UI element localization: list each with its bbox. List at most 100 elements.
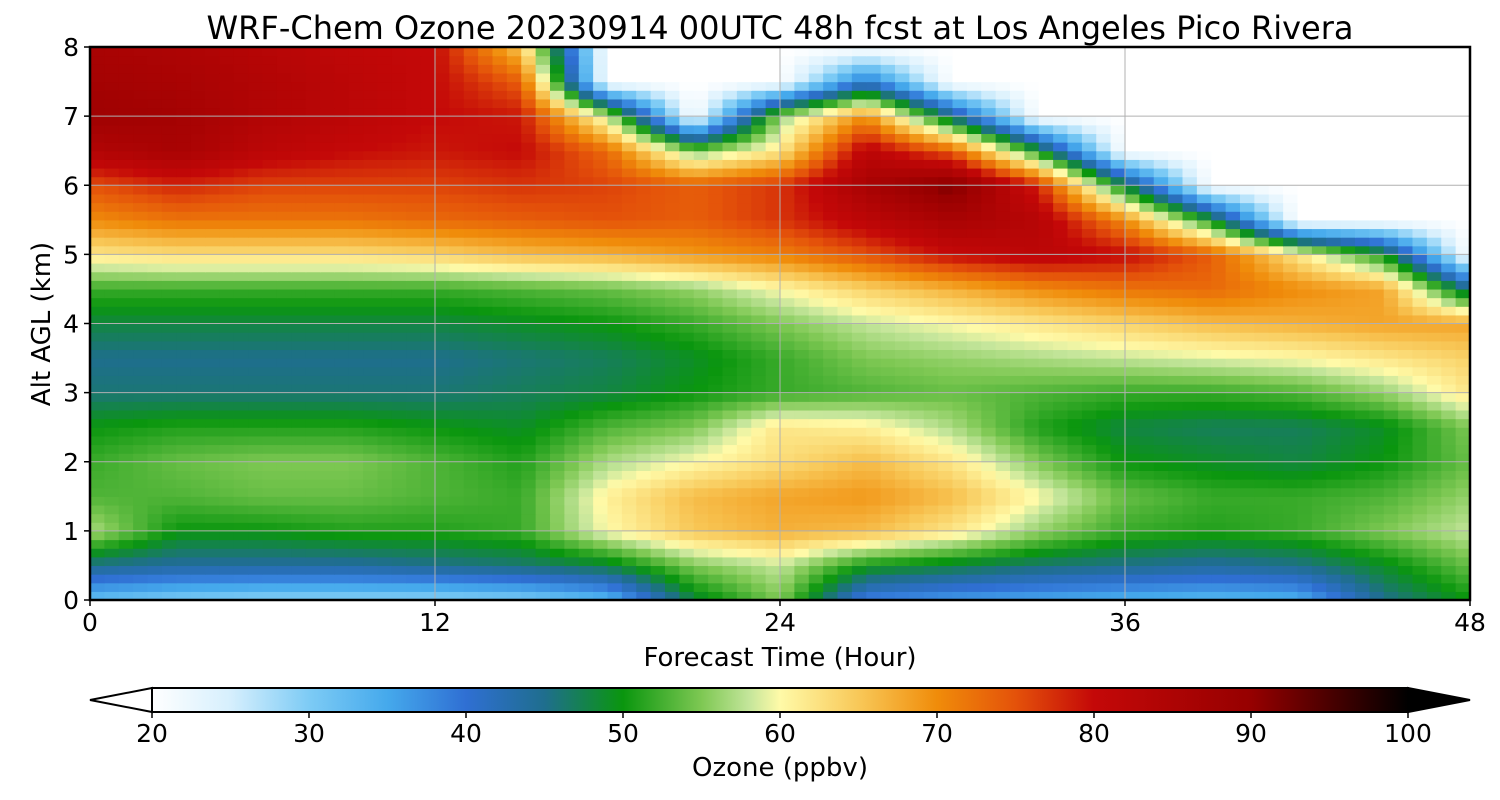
- heatmap-cell: [966, 349, 982, 359]
- heatmap-cell: [435, 167, 450, 178]
- heatmap-cell: [650, 245, 666, 255]
- heatmap-cell: [1153, 366, 1169, 376]
- heatmap-cell: [650, 263, 666, 273]
- heatmap-cell: [578, 323, 594, 333]
- heatmap-cell: [765, 435, 781, 446]
- heatmap-cell: [1240, 254, 1255, 264]
- heatmap-cell: [708, 263, 724, 273]
- heatmap-cell: [1110, 366, 1126, 376]
- heatmap-cell: [305, 582, 321, 592]
- heatmap-cell: [938, 193, 954, 204]
- heatmap-cell: [1110, 444, 1126, 454]
- heatmap-cell: [377, 211, 393, 221]
- heatmap-cell: [1096, 288, 1112, 299]
- heatmap-cell: [1053, 401, 1069, 411]
- heatmap-cell: [1283, 349, 1299, 359]
- heatmap-cell: [995, 306, 1011, 316]
- heatmap-cell: [1038, 159, 1054, 169]
- heatmap-cell: [1240, 539, 1255, 549]
- heatmap-cell: [377, 556, 393, 567]
- heatmap-cell: [607, 383, 623, 394]
- heatmap-cell: [966, 522, 982, 532]
- heatmap-cell: [1441, 288, 1457, 299]
- heatmap-cell: [1297, 401, 1313, 411]
- heatmap-cell: [90, 271, 105, 281]
- heatmap-cell: [1340, 176, 1356, 186]
- heatmap-cell: [1024, 228, 1040, 238]
- heatmap-cell: [823, 167, 839, 178]
- heatmap-cell: [276, 409, 292, 420]
- heatmap-cell: [406, 332, 422, 342]
- heatmap-cell: [1168, 582, 1184, 592]
- heatmap-cell: [1254, 366, 1270, 376]
- heatmap-cell: [578, 332, 594, 342]
- heatmap-cell: [1441, 323, 1457, 333]
- heatmap-cell: [722, 332, 738, 342]
- heatmap-cell: [1110, 401, 1126, 411]
- heatmap-cell: [981, 288, 997, 299]
- heatmap-cell: [262, 176, 278, 186]
- heatmap-cell: [406, 150, 422, 160]
- heatmap-cell: [1369, 461, 1385, 471]
- heatmap-cell: [1038, 565, 1054, 575]
- heatmap-cell: [176, 193, 192, 204]
- heatmap-cell: [377, 574, 393, 584]
- heatmap-cell: [1125, 530, 1140, 541]
- heatmap-cell: [334, 297, 350, 307]
- heatmap-cell: [133, 280, 149, 290]
- heatmap-cell: [1383, 582, 1399, 592]
- heatmap-cell: [133, 193, 149, 204]
- heatmap-cell: [621, 185, 637, 195]
- heatmap-cell: [1125, 496, 1140, 506]
- heatmap-cell: [1268, 263, 1284, 273]
- heatmap-cell: [1010, 150, 1025, 160]
- heatmap-cell: [952, 479, 968, 489]
- heatmap-cell: [650, 185, 666, 195]
- heatmap-cell: [837, 237, 853, 247]
- heatmap-cell: [320, 383, 335, 394]
- heatmap-cell: [938, 487, 954, 497]
- heatmap-cell: [1441, 453, 1457, 463]
- heatmap-cell: [1096, 349, 1112, 359]
- heatmap-cell: [722, 461, 738, 471]
- heatmap-cell: [463, 358, 479, 368]
- heatmap-cell: [1153, 167, 1169, 178]
- heatmap-cell: [1010, 271, 1025, 281]
- heatmap-cell: [1240, 314, 1255, 325]
- heatmap-cell: [262, 263, 278, 273]
- heatmap-cell: [1182, 496, 1198, 506]
- heatmap-cell: [621, 470, 637, 480]
- heatmap-cell: [765, 228, 781, 238]
- heatmap-cell: [1182, 297, 1198, 307]
- heatmap-cell: [995, 297, 1011, 307]
- heatmap-cell: [650, 280, 666, 290]
- heatmap-cell: [1211, 435, 1227, 446]
- heatmap-cell: [1426, 228, 1442, 238]
- heatmap-cell: [938, 444, 954, 454]
- heatmap-cell: [837, 548, 853, 558]
- heatmap-cell: [305, 418, 321, 428]
- heatmap-cell: [1010, 470, 1025, 480]
- heatmap-cell: [1240, 185, 1255, 195]
- heatmap-cell: [765, 392, 781, 402]
- heatmap-cell: [1268, 297, 1284, 307]
- heatmap-cell: [521, 453, 537, 463]
- heatmap-cell: [1254, 358, 1270, 368]
- heatmap-cell: [1225, 504, 1241, 515]
- heatmap-cell: [693, 487, 709, 497]
- heatmap-cell: [736, 513, 752, 523]
- heatmap-cell: [1139, 366, 1155, 376]
- heatmap-cell: [1297, 297, 1313, 307]
- heatmap-cell: [851, 565, 867, 575]
- heatmap-cell: [995, 323, 1011, 333]
- heatmap-cell: [420, 306, 436, 316]
- heatmap-cell: [391, 263, 407, 273]
- heatmap-cell: [363, 582, 379, 592]
- heatmap-cell: [1139, 504, 1155, 515]
- heatmap-cell: [1240, 237, 1255, 247]
- heatmap-cell: [981, 340, 997, 351]
- heatmap-cell: [1024, 539, 1040, 549]
- heatmap-cell: [219, 193, 235, 204]
- heatmap-cell: [219, 263, 235, 273]
- heatmap-cell: [334, 530, 350, 541]
